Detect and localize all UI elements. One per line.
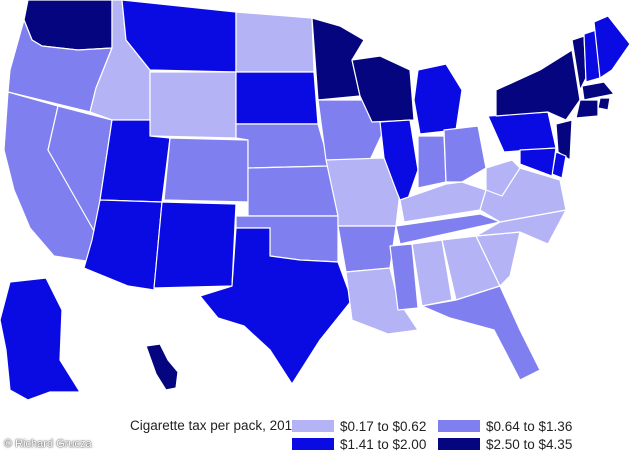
legend-swatch-1 xyxy=(292,420,334,432)
state-pa xyxy=(487,111,557,153)
legend-label-4: $2.50 to $4.35 xyxy=(486,436,573,452)
state-hi xyxy=(145,343,179,391)
state-co xyxy=(163,137,249,203)
state-mt xyxy=(121,0,237,73)
state-nd xyxy=(235,11,315,73)
legend-item-bin-4: $2.50 to $4.35 xyxy=(438,436,572,452)
state-sd xyxy=(235,71,319,125)
us-choropleth-map xyxy=(0,0,631,401)
state-in xyxy=(417,135,447,189)
legend-label-3: $1.41 to $2.00 xyxy=(340,436,427,452)
state-nm xyxy=(153,201,237,289)
state-ne xyxy=(235,123,331,169)
legend-item-bin-2: $0.64 to $1.36 xyxy=(438,418,572,434)
state-tx xyxy=(199,227,353,385)
state-ks xyxy=(247,165,339,217)
state-al xyxy=(411,239,453,307)
state-me xyxy=(593,15,631,79)
state-ar xyxy=(337,225,397,273)
state-wi xyxy=(351,55,415,123)
state-ma xyxy=(581,81,615,101)
state-md xyxy=(519,147,557,177)
legend-label-2: $0.64 to $1.36 xyxy=(486,418,573,434)
photo-credit: © Richard Grucza xyxy=(4,438,92,450)
legend-item-bin-3: $1.41 to $2.00 xyxy=(292,436,426,452)
state-la xyxy=(345,267,419,335)
state-nj xyxy=(555,119,573,161)
legend-label-1: $0.17 to $0.62 xyxy=(340,418,427,434)
state-ct xyxy=(575,99,599,119)
state-oh xyxy=(443,125,487,183)
state-ms xyxy=(389,243,419,311)
legend-swatch-2 xyxy=(438,420,480,432)
state-wy xyxy=(149,71,237,139)
state-ri xyxy=(597,97,611,111)
state-mi xyxy=(413,63,463,135)
legend-title: Cigarette tax per pack, 2014 xyxy=(130,418,300,433)
state-fl xyxy=(421,285,541,381)
state-ak xyxy=(0,277,81,401)
state-ny xyxy=(495,49,581,121)
legend-swatch-4 xyxy=(438,438,480,450)
legend-item-bin-1: $0.17 to $0.62 xyxy=(292,418,426,434)
state-wv xyxy=(485,159,521,197)
legend-swatch-3 xyxy=(292,438,334,450)
